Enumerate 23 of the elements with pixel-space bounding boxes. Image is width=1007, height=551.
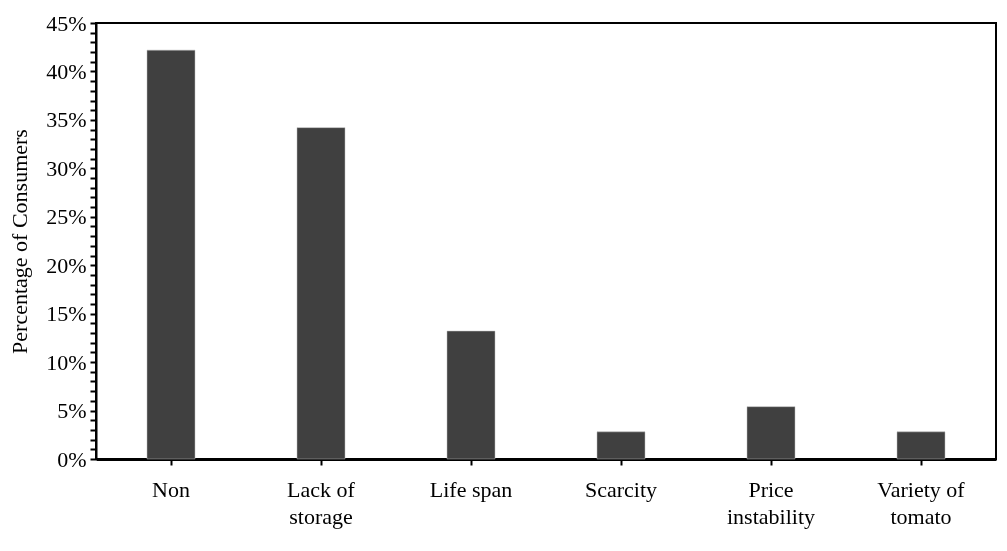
bar: [146, 49, 196, 460]
y-tick-label: 20%: [46, 252, 87, 278]
bar: [896, 431, 946, 460]
y-tick-label: 10%: [46, 349, 87, 375]
y-tick-label: 45%: [46, 10, 87, 36]
y-tick-label: 0%: [57, 446, 87, 472]
x-tick-label: Lack of storage: [287, 476, 356, 529]
x-tick-label: Variety of tomato: [877, 476, 966, 529]
x-tick-label: Non: [152, 476, 190, 502]
y-tick-label: 40%: [46, 58, 87, 84]
bar: [596, 431, 646, 460]
y-tick-label: 30%: [46, 155, 87, 181]
bar: [446, 330, 496, 460]
x-tick-label: Price instability: [727, 476, 815, 529]
x-tick-label: Scarcity: [584, 476, 658, 502]
y-axis-title: Percentage of Consumers: [7, 129, 33, 354]
y-tick-label: 25%: [46, 204, 87, 230]
x-tick-label: Life span: [429, 476, 513, 502]
bar: [296, 127, 346, 460]
y-tick-label: 15%: [46, 301, 87, 327]
bar: [746, 406, 796, 460]
y-tick-label: 35%: [46, 107, 87, 133]
y-tick-label: 5%: [57, 398, 87, 424]
